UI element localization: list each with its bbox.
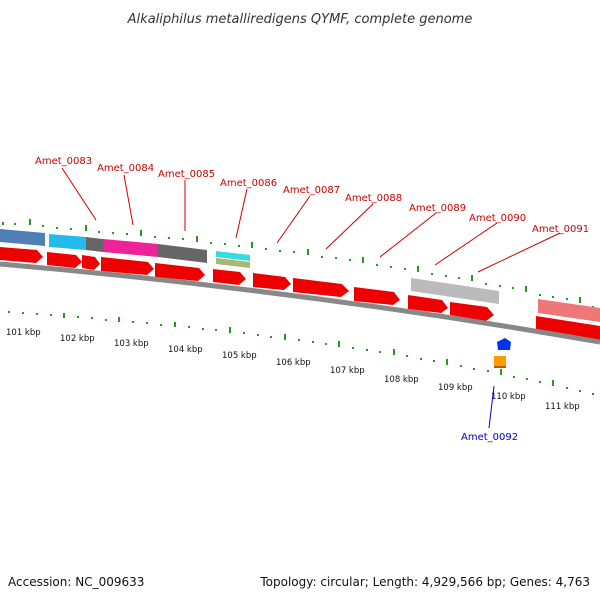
kbp-label: 110 kbp xyxy=(491,392,526,402)
gene-arrow xyxy=(536,316,600,340)
kbp-label: 101 kbp xyxy=(6,328,41,338)
genome-backbone xyxy=(0,261,600,345)
feature-block-lightgray xyxy=(411,278,499,304)
kbp-label: 107 kbp xyxy=(330,366,365,376)
gene-arrow xyxy=(155,263,205,281)
gene-arrow xyxy=(213,269,246,285)
feature-block-steelblue xyxy=(0,229,45,246)
gene-label: Amet_0092 xyxy=(461,432,518,443)
feature-block-darkgray xyxy=(158,244,207,263)
gene-labels: Amet_0083 Amet_0084 Amet_0085 Amet_0086 … xyxy=(35,156,589,443)
kbp-label: 103 kbp xyxy=(114,339,149,349)
leader-line xyxy=(235,188,248,239)
gene-label: Amet_0083 xyxy=(35,156,92,167)
gene-arrow xyxy=(354,287,400,305)
feature-track-forward xyxy=(0,229,600,322)
feature-block-pink xyxy=(538,299,600,322)
inner-tick-ring xyxy=(8,311,594,395)
feature-orange-block xyxy=(494,356,506,368)
gene-arrow xyxy=(0,247,43,263)
gene-label: Amet_0090 xyxy=(469,213,526,224)
gene-label: Amet_0089 xyxy=(409,203,466,214)
gene-arrow xyxy=(47,252,82,268)
kbp-label: 102 kbp xyxy=(60,334,95,344)
gene-label: Amet_0091 xyxy=(532,224,589,235)
feature-block-gray xyxy=(86,237,103,252)
gene-label: Amet_0084 xyxy=(97,163,154,174)
feature-block-magenta xyxy=(103,239,158,257)
leader-line xyxy=(276,195,311,244)
feature-track-genes xyxy=(0,247,600,340)
gene-label: Amet_0088 xyxy=(345,193,402,204)
kbp-label: 111 kbp xyxy=(545,402,580,412)
leader-line xyxy=(379,212,437,258)
leader-line xyxy=(61,167,97,221)
feature-block-cyan xyxy=(49,234,86,250)
kbp-label: 108 kbp xyxy=(384,375,419,385)
kbp-label: 104 kbp xyxy=(168,345,203,355)
leader-line xyxy=(488,385,495,429)
gene-label: Amet_0085 xyxy=(158,169,215,180)
accession-text: Accession: NC_009633 xyxy=(8,575,144,589)
gene-arrow xyxy=(450,302,494,321)
gene-arrow xyxy=(408,295,448,313)
feature-block-olive-small xyxy=(216,258,250,268)
gene-label: Amet_0086 xyxy=(220,178,277,189)
leader-line xyxy=(325,203,374,250)
gene-label: Amet_0087 xyxy=(283,185,340,196)
kbp-label: 106 kbp xyxy=(276,358,311,368)
kbp-label: 109 kbp xyxy=(438,383,473,393)
feature-orange-shadow xyxy=(494,366,506,368)
gene-arrow xyxy=(253,273,291,290)
gene-arrow xyxy=(293,278,349,297)
summary-text: Topology: circular; Length: 4,929,566 bp… xyxy=(259,575,590,589)
leader-line xyxy=(477,232,561,273)
leader-line xyxy=(434,222,498,266)
map-title: Alkaliphilus metalliredigens QYMF, compl… xyxy=(127,12,473,27)
leader-line xyxy=(123,174,134,226)
outer-tick-ring xyxy=(2,219,594,308)
kbp-scale: 101 kbp 102 kbp 103 kbp 104 kbp 105 kbp … xyxy=(6,328,580,412)
gene-arrow xyxy=(101,257,154,275)
gene-arrow xyxy=(82,255,100,270)
feature-blue-pentagon xyxy=(497,338,511,350)
feature-block-cyan-small xyxy=(216,251,250,261)
kbp-label: 105 kbp xyxy=(222,351,257,361)
